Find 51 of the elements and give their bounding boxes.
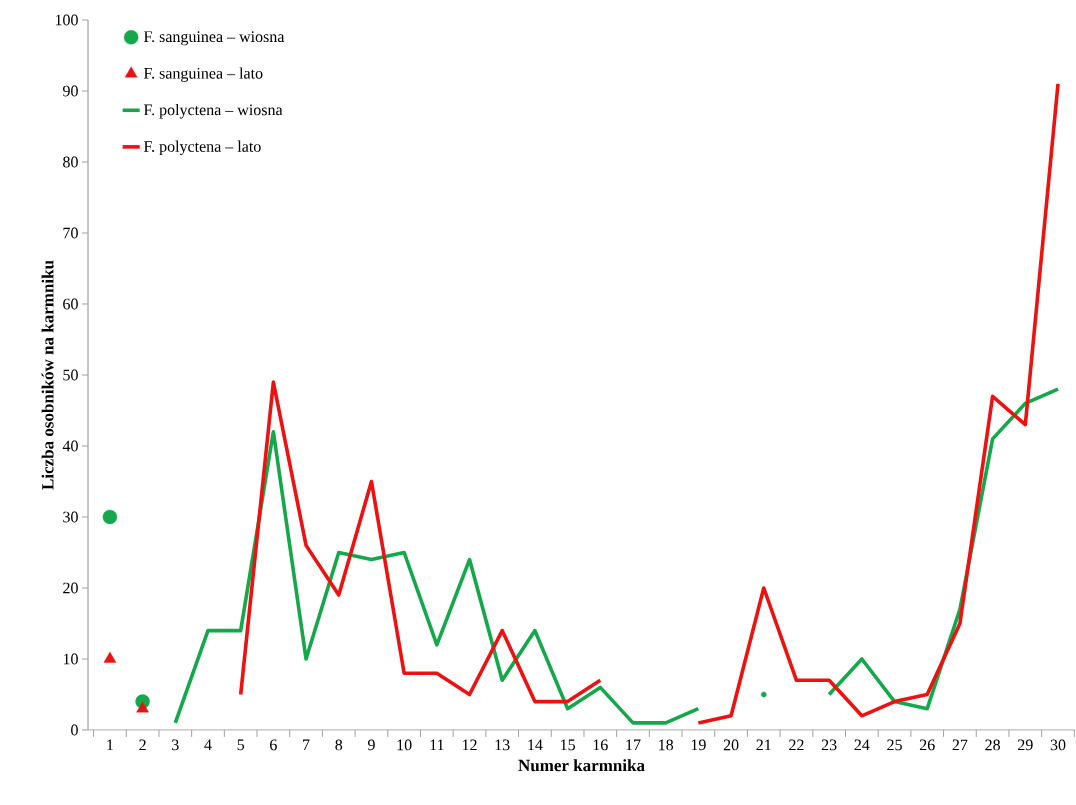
legend-label: F. sanguinea – lato — [143, 67, 263, 82]
x-tick-label: 22 — [789, 739, 804, 751]
y-tick-label: 80 — [63, 156, 78, 168]
x-tick-label: 30 — [1050, 739, 1066, 751]
point — [102, 509, 118, 525]
x-tick-label: 25 — [887, 739, 902, 751]
y-tick-label: 10 — [63, 653, 78, 665]
x-tick-label: 3 — [172, 739, 179, 751]
x-tick-label: 19 — [691, 739, 706, 751]
x-tick-label: 15 — [561, 739, 575, 751]
x-tick-label: 4 — [204, 739, 212, 751]
legend-label: F. polyctena – wiosna — [143, 103, 283, 119]
x-tick-label: 20 — [723, 739, 739, 751]
x-axis-title: Numer karmnika — [518, 759, 645, 772]
x-tick-label: 9 — [367, 739, 375, 751]
y-tick-label: 0 — [71, 724, 78, 736]
x-tick-label: 14 — [528, 739, 543, 751]
x-tick-label: 26 — [919, 739, 935, 751]
x-tick-label: 8 — [335, 739, 343, 751]
y-tick-label: 30 — [63, 511, 78, 523]
x-tick-label: 1 — [107, 739, 113, 751]
point — [760, 691, 767, 698]
x-tick-label: 27 — [952, 739, 968, 751]
x-tick-label: 10 — [397, 739, 412, 751]
point — [103, 651, 117, 663]
y-tick-label: 20 — [63, 582, 78, 594]
point — [136, 701, 149, 713]
y-tick-label: 50 — [63, 369, 78, 381]
y-axis-title: Liczba osobników na karmniku — [41, 260, 54, 490]
x-tick-label: 28 — [985, 739, 1000, 751]
legend-label: F. sanguinea – wiosna — [143, 31, 285, 46]
x-tick-label: 29 — [1018, 739, 1033, 751]
x-tick-label: 5 — [237, 739, 245, 751]
x-tick-label: 17 — [626, 739, 641, 751]
x-tick-label: 13 — [495, 739, 510, 751]
x-tick-label: 21 — [756, 739, 771, 751]
x-tick-label: 11 — [430, 739, 444, 751]
x-tick-label: 18 — [659, 739, 674, 751]
x-tick-label: 12 — [462, 739, 477, 751]
x-tick-label: 16 — [593, 739, 608, 751]
legend-label: F. polyctena – lato — [143, 140, 261, 156]
y-tick-label: 100 — [55, 14, 78, 26]
x-tick-label: 23 — [821, 739, 837, 751]
y-tick-label: 90 — [62, 85, 78, 97]
y-tick-label: 40 — [62, 440, 78, 452]
x-tick-label: 2 — [139, 739, 146, 751]
x-tick-label: 6 — [270, 739, 277, 751]
x-tick-label: 7 — [303, 739, 310, 750]
y-tick-label: 70 — [63, 227, 78, 239]
x-tick-label: 24 — [854, 739, 870, 751]
y-tick-label: 60 — [63, 298, 78, 310]
